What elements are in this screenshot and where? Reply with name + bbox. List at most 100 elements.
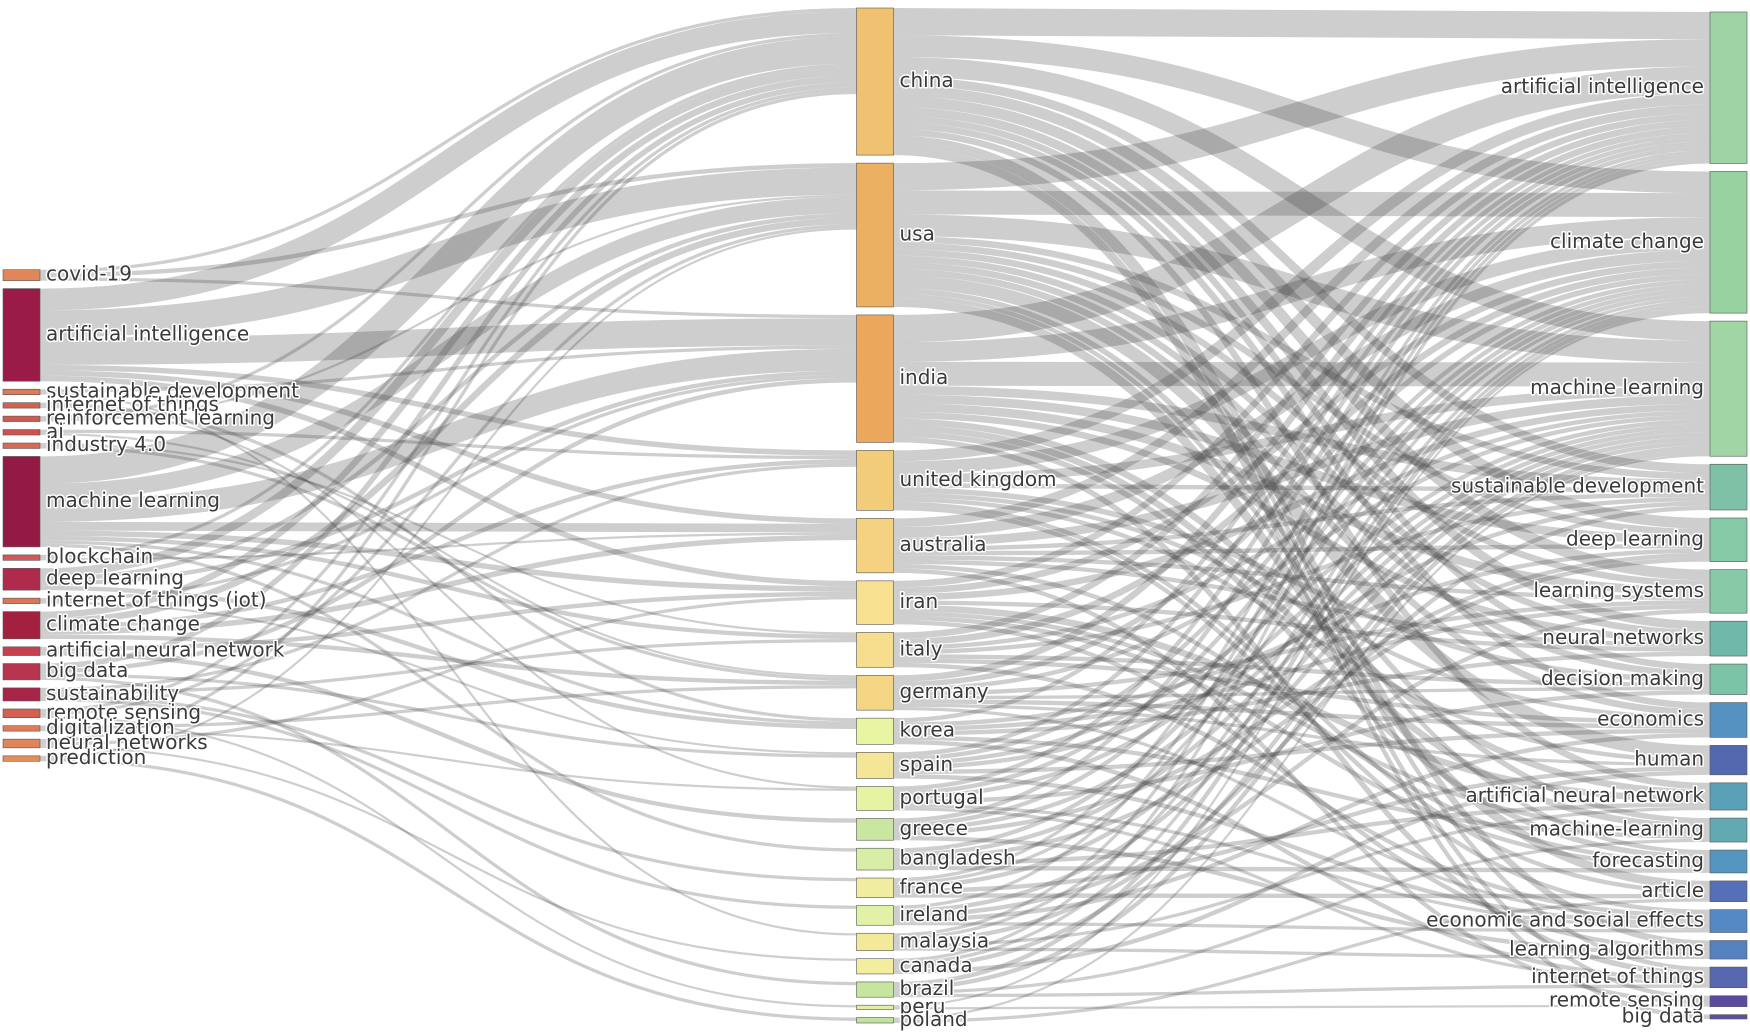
node-label: sustainable development [46,378,299,402]
node [1709,320,1748,457]
node-label: spain [900,752,954,776]
link [893,8,1711,40]
node-label: forecasting [1592,848,1704,872]
link [893,984,1711,998]
link [893,774,1711,926]
node [1709,817,1748,843]
link [39,445,857,681]
link [39,543,857,852]
link [893,564,1711,865]
link [893,739,1711,982]
link [893,620,1711,952]
node-label: learning algorithms [1509,936,1704,960]
link [893,838,1711,994]
link [39,90,857,743]
link [893,93,1711,462]
link [893,766,1711,894]
link [39,745,857,961]
node-label: united kingdom [900,467,1057,491]
node-label: human [1634,747,1704,771]
link [893,126,1711,682]
link [39,585,857,730]
link [39,378,857,674]
node [856,518,894,574]
link [893,273,1711,688]
node [2,456,41,548]
node-label: neural networks [1542,625,1704,649]
link [893,544,1711,556]
node [2,755,41,762]
node-label: greece [900,816,968,840]
node [856,717,894,745]
link [893,497,1711,763]
link [893,76,1711,473]
link [893,115,1711,671]
node [856,1017,894,1024]
link [893,249,1711,588]
link [893,557,1711,862]
link [893,440,1711,914]
node-label: reinforcement learning [46,405,275,429]
node [1709,569,1748,614]
link [893,156,1711,937]
link [893,454,1711,1020]
link [893,651,1711,736]
node-label: india [900,365,949,389]
link [893,600,1711,652]
link [39,638,857,695]
link [893,146,1711,1001]
node-label: poland [900,1007,968,1031]
node-label: remote sensing [1549,988,1704,1012]
node [856,981,894,998]
link [893,728,1711,775]
node-label: remote sensing [46,700,201,724]
node-label: australia [900,532,987,556]
link [39,715,857,1008]
link [893,104,1711,528]
link [893,403,1711,601]
node-label: sustainability [46,681,179,705]
link [893,608,1711,918]
link [893,236,1711,475]
node [2,646,41,656]
link [893,496,1711,655]
node-label: internet of things [1531,964,1704,988]
link [893,604,1711,732]
node-label: iran [900,589,939,613]
link [39,75,857,619]
link [39,405,857,789]
node-label: prediction [46,745,146,769]
link [893,293,1711,855]
node [2,611,41,640]
link [893,57,1711,341]
link [893,122,1711,710]
link [893,802,1711,866]
node-label: internet of things (iot) [46,587,267,611]
link [893,898,1711,1024]
link [893,190,1711,218]
node-label: bangladesh [900,846,1016,870]
node-label: digitalization [46,715,175,739]
link [39,33,857,420]
link [893,288,1711,824]
link [39,63,857,559]
link [39,392,857,936]
node-label: italy [900,636,943,660]
link [893,39,1711,191]
link [893,300,1711,940]
link [893,893,1711,899]
link [893,432,1711,857]
link [39,87,857,713]
node [1709,880,1748,902]
link [893,386,1711,484]
link [893,505,1711,945]
node [856,786,894,811]
link [893,150,1711,882]
link [893,735,1711,839]
node-label: deep learning [1566,526,1704,550]
node-label: machine-learning [1529,817,1704,841]
link [39,224,857,716]
node [856,7,894,156]
link [893,611,1711,835]
link [39,463,857,692]
